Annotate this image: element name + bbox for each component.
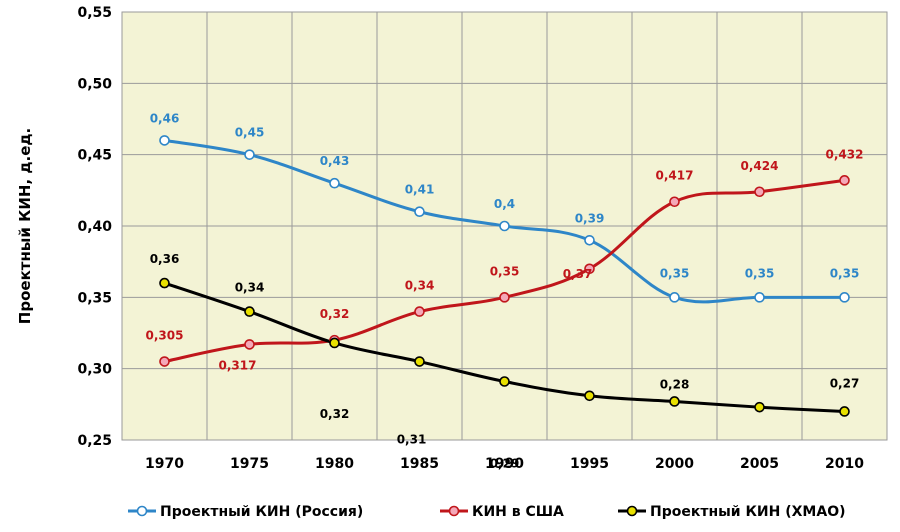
data-point xyxy=(499,292,510,303)
data-label: 0,32 xyxy=(320,307,350,321)
x-tick-label: 1990 xyxy=(485,456,524,472)
legend-marker xyxy=(448,505,460,517)
x-axis-ticks: 1970 1975 1980 1985 1990 1995 2000 2005 2010 xyxy=(145,456,864,472)
data-point xyxy=(669,292,680,303)
legend-label: Проектный КИН (Россия) xyxy=(160,504,363,520)
data-point xyxy=(244,306,255,317)
data-point xyxy=(499,376,510,387)
data-point xyxy=(839,406,850,417)
grid-lines xyxy=(121,11,888,441)
data-label: 0,45 xyxy=(235,126,265,140)
data-point xyxy=(754,186,765,198)
data-point xyxy=(159,356,170,367)
data-label: 0,35 xyxy=(830,266,860,280)
data-label: 0,432 xyxy=(826,147,864,161)
data-label: 0,37 xyxy=(563,267,593,281)
legend-marker xyxy=(136,505,148,517)
data-label: 0,41 xyxy=(405,183,435,197)
legend-marker xyxy=(626,505,638,517)
data-point xyxy=(414,206,425,218)
data-point xyxy=(584,390,595,402)
data-point xyxy=(329,177,340,189)
y-tick-label: 0,30 xyxy=(77,362,112,378)
data-point xyxy=(584,263,595,275)
data-label: 0,39 xyxy=(575,211,605,225)
y-tick-label: 0,50 xyxy=(77,76,112,92)
data-point xyxy=(414,356,425,367)
data-label: 0,35 xyxy=(745,266,775,280)
x-tick-label: 1970 xyxy=(145,456,184,472)
data-label: 0,36 xyxy=(150,252,180,266)
data-label: 0,46 xyxy=(150,111,180,125)
data-point xyxy=(754,401,765,413)
data-label: 0,317 xyxy=(219,358,257,372)
y-axis-ticks: 0,25 0,30 0,35 0,40 0,45 0,50 0,55 xyxy=(77,5,112,449)
x-tick-label: 1975 xyxy=(230,456,269,472)
data-point xyxy=(244,339,255,350)
data-labels: 0,46 0,45 0,43 0,41 0,4 0,39 0,35 0,35 0,35 0,305… xyxy=(146,111,864,470)
x-tick-label: 1995 xyxy=(570,456,609,472)
y-axis-label: Проектный КИН, д.ед. xyxy=(16,128,34,324)
legend-label: Проектный КИН (ХМАО) xyxy=(650,504,846,520)
data-label: 0,28 xyxy=(660,377,690,391)
data-label: 0,34 xyxy=(235,281,265,295)
y-tick-label: 0,45 xyxy=(77,148,112,164)
data-label: 0,35 xyxy=(490,264,520,278)
data-label: 0,35 xyxy=(660,266,690,280)
data-label: 0,417 xyxy=(656,169,694,183)
data-point xyxy=(244,149,255,160)
data-point xyxy=(159,277,170,289)
x-tick-label: 1980 xyxy=(315,456,354,472)
legend-label: КИН в США xyxy=(472,504,564,520)
data-label: 0,305 xyxy=(146,329,184,343)
x-tick-label: 2005 xyxy=(740,456,779,472)
y-tick-label: 0,40 xyxy=(77,219,112,235)
data-point xyxy=(669,396,680,407)
data-point xyxy=(839,292,850,303)
x-tick-label: 2010 xyxy=(825,456,864,472)
x-tick-label: 1985 xyxy=(400,456,439,472)
data-point xyxy=(584,234,595,246)
data-label: 0,424 xyxy=(741,159,779,173)
data-point xyxy=(839,175,850,186)
x-tick-label: 2000 xyxy=(655,456,694,472)
data-point xyxy=(669,196,680,208)
data-label: 0,27 xyxy=(830,376,860,390)
legend: Проектный КИН (Россия) КИН в США Проектный… xyxy=(128,504,846,520)
y-tick-label: 0,55 xyxy=(77,5,112,21)
data-point xyxy=(499,220,510,232)
data-point xyxy=(754,292,765,303)
data-point xyxy=(414,306,425,317)
y-tick-label: 0,25 xyxy=(77,433,112,449)
data-label: 0,29 xyxy=(490,457,520,471)
data-point xyxy=(159,135,170,146)
y-tick-label: 0,35 xyxy=(77,290,112,306)
data-label: 0,43 xyxy=(320,154,350,168)
data-label: 0,32 xyxy=(320,407,350,421)
data-label: 0,4 xyxy=(494,197,515,211)
data-label: 0,34 xyxy=(405,279,435,293)
series-markers xyxy=(159,135,850,417)
data-point xyxy=(329,337,340,349)
data-label: 0,31 xyxy=(397,433,427,447)
